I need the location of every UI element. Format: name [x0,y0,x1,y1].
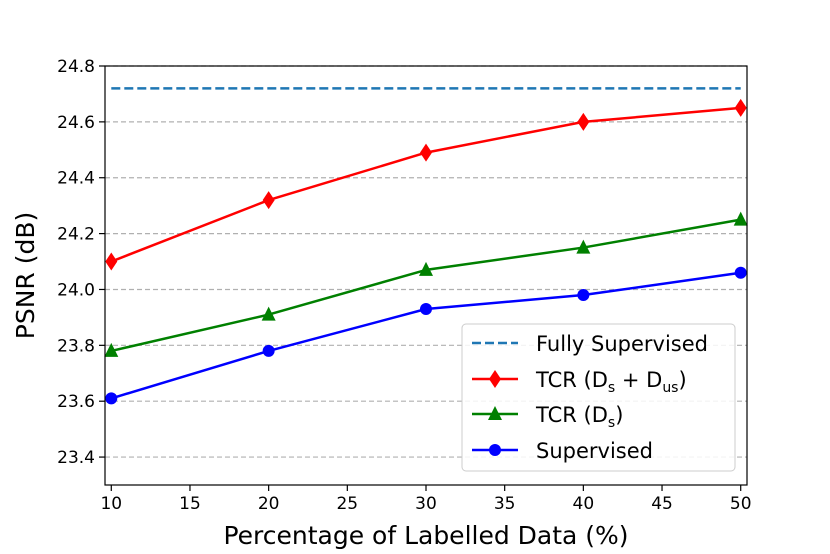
legend: Fully Supervised TCR (Ds + Dus) TCR (Ds)… [461,323,736,472]
x-tick-label: 10 [100,494,122,514]
x-tick-label: 25 [336,494,358,514]
legend-tcr-ds-dus-suffix: ) [678,368,686,392]
data-point-supervised [420,303,432,316]
legend-tcr-ds-dus-sub-us: us [662,380,678,396]
ticks: 23.4 23.6 23.8 24.0 24.2 24.4 24.6 24.8 10 15 20 25… [57,57,751,514]
series-layer [104,87,748,405]
x-tick-label: 50 [730,494,752,514]
data-point-tcr-ds [261,306,276,321]
x-tick-label: 40 [573,494,595,514]
legend-tcr-ds-dus-label: TCR (Ds + Dus) [535,368,687,396]
legend-tcr-ds-marker-icon [488,406,502,420]
x-tick-label: 30 [415,494,437,514]
legend-tcr-ds-dus-prefix: TCR (D [535,368,608,392]
grid-lines [105,65,747,458]
legend-fully-supervised-label: Fully Supervised [536,332,708,356]
legend-tcr-ds-prefix: TCR (D [535,403,608,427]
y-tick-label: 24.8 [57,57,95,77]
legend-tcr-ds-dus-marker-icon [489,370,501,388]
data-point-supervised [577,289,590,302]
y-tick-label: 23.8 [57,336,95,356]
data-point-supervised [262,344,275,357]
x-tick-label: 35 [494,494,516,514]
data-point-supervised [734,266,747,279]
y-tick-label: 24.4 [57,169,95,189]
legend-tcr-ds-suffix: ) [615,403,623,427]
data-point-supervised [105,392,118,405]
data-point-tcr-ds [419,261,433,276]
x-tick-label: 15 [179,494,201,514]
data-point-tcr-ds-dus [262,191,275,210]
data-point-tcr-ds-dus [105,252,118,271]
data-point-tcr-ds [104,342,119,357]
legend-tcr-ds-label: TCR (Ds) [535,403,623,431]
legend-tcr-ds-dus-sub-s: s [608,380,615,396]
legend-supervised-marker-icon [489,444,501,456]
y-tick-label: 23.4 [57,448,95,468]
y-tick-label: 24.0 [57,280,95,300]
x-axis-title: Percentage of Labelled Data (%) [223,521,628,550]
data-point-tcr-ds-dus [420,143,432,162]
legend-tcr-ds-sub-s: s [608,415,615,431]
y-tick-label: 23.6 [57,392,95,412]
y-tick-label: 24.2 [57,225,95,245]
data-point-tcr-ds-dus [734,98,747,117]
legend-supervised-label: Supervised [536,439,653,463]
data-point-tcr-ds-dus [577,112,590,131]
x-tick-label: 45 [651,494,673,514]
data-point-tcr-ds [733,211,748,226]
legend-box [461,323,736,472]
y-axis-title: PSNR (dB) [11,212,40,340]
legend-tcr-ds-dus-mid: + D [615,368,662,392]
data-point-tcr-ds [576,239,591,254]
x-tick-label: 20 [258,494,280,514]
y-tick-label: 24.6 [57,113,95,133]
